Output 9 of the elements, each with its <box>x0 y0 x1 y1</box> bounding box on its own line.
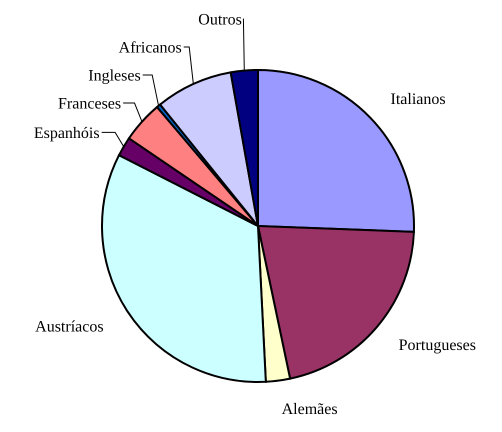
slice-label: Italianos <box>390 90 446 108</box>
slice-label: Africanos <box>118 40 182 57</box>
slice-label: Outros <box>198 12 242 29</box>
slice-label: Franceses <box>58 96 122 113</box>
slice-label: Portugueses <box>398 337 476 354</box>
slice-label: Alemães <box>282 401 338 418</box>
slice-label: Ingleses <box>88 68 141 85</box>
slice-label: Austríacos <box>35 318 104 336</box>
slice-label: Espanhóis <box>34 124 100 142</box>
